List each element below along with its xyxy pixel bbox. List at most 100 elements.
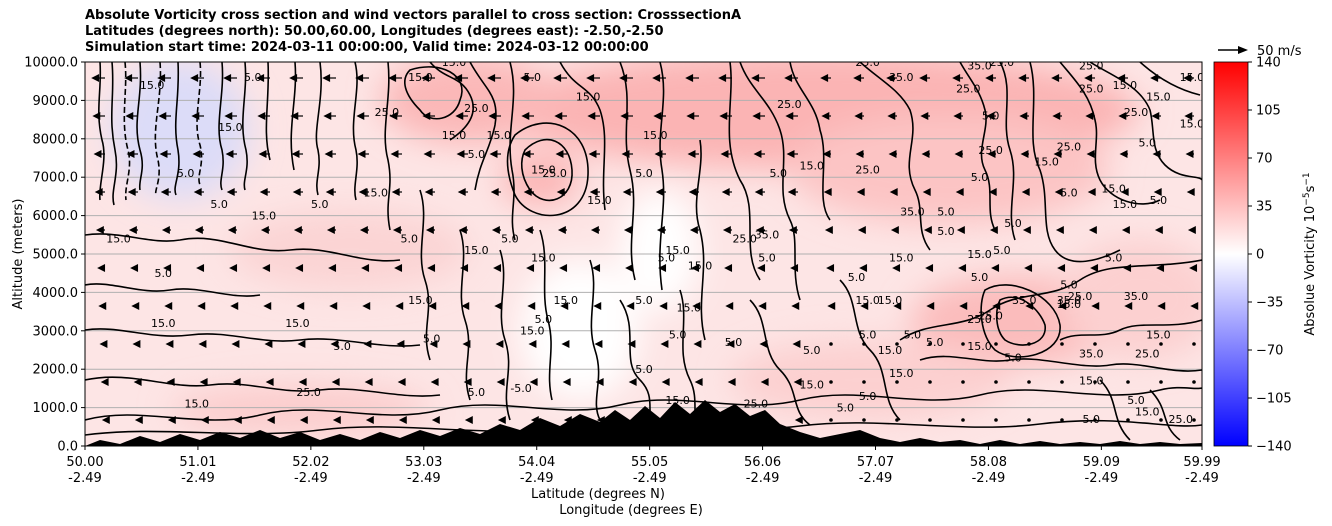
contour-lines [85,62,1202,441]
wind-vector [1159,418,1163,422]
contour-label: 5.0 [1138,136,1156,149]
contour-label: 5.0 [401,232,419,245]
wind-vector-head [98,302,107,310]
contour-label: 5.0 [635,363,653,376]
wind-vector-head [197,302,206,310]
colorbar-tick-label: 70 [1256,152,1273,167]
wind-vector-head [726,340,735,348]
x-tick-label: 54.04 [518,455,555,470]
contour-label: 15.0 [408,71,433,84]
y-tick-label: 5000.0 [33,248,79,263]
wind-vector-head [1186,188,1195,196]
contour-label: 5.0 [904,328,922,341]
wind-vector-head [1055,226,1064,234]
contour-label: 35.0 [967,60,992,73]
x-tick-label: 55.05 [631,455,668,470]
wind-vector-head [1022,226,1031,234]
x-tick-label-lon: -2.49 [859,471,893,486]
contour-label: 5.0 [1004,217,1022,230]
wind-vector [1060,418,1064,422]
contour-label: 25.0 [967,313,992,326]
wind-vector [862,342,866,346]
x-axis-ticks: 50.00-2.4951.01-2.4952.02-2.4953.03-2.49… [66,446,1221,486]
wind-vector-head [396,340,405,348]
contour-label: 25.0 [1079,60,1104,73]
contour-label: 25.0 [1124,106,1149,119]
contour-label: 25.0 [1169,413,1194,426]
wind-vector [994,380,998,384]
x-tick-label-lon: -2.49 [746,471,780,486]
contour-label: 15.0 [252,209,277,222]
wind-vector [994,418,998,422]
contour-label: 35.0 [1012,294,1037,307]
contour-label: 15.0 [1101,183,1126,196]
x-axis-label-2: Longitude (degrees E) [559,503,703,518]
contour-label: 5.0 [1105,252,1123,265]
wind-vector-head [627,340,636,348]
contour-label: 15.0 [878,344,903,357]
contour-label: 5.0 [155,267,173,280]
x-tick-label: 56.06 [744,455,781,470]
x-tick-label-lon: -2.49 [1085,471,1119,486]
contour-label: 15.0 [531,163,556,176]
wind-vector-head [593,302,602,310]
wind-vector-head [1021,188,1030,196]
x-tick-label-lon: -2.49 [520,471,554,486]
y-tick-label: 8000.0 [33,132,79,147]
contour-labels: 15.05.015.05.015.015.05.05.015.015.025.0… [106,56,1205,426]
contour-label: 15.0 [1180,117,1205,130]
contour-label: 25.0 [1068,290,1093,303]
contour-label: 5.0 [1004,352,1022,365]
contour-label: 15.0 [520,325,545,338]
contour-label: 5.0 [1083,413,1101,426]
colorbar-gradient [1213,61,1249,447]
contour-label: 15.0 [1180,71,1205,84]
wind-vector-head [561,340,570,348]
contour-label: 15.0 [442,56,467,69]
contour-label: 25.0 [542,167,567,180]
contour-label: 15.0 [531,252,556,265]
contour-label: 5.0 [523,71,541,84]
wind-vector-head [859,264,868,272]
contour-label: 5.0 [635,167,653,180]
wind-vector-head [792,340,801,348]
colorbar-tick-label: 0 [1256,248,1264,263]
wind-vector-head [1090,264,1099,272]
colorbar-ticks: 140 105 70 35 0 −35 −70 −105 −140 [1248,56,1292,455]
wind-vector-head [988,188,997,196]
wind-vector-head [165,340,174,348]
contour-label: 5.0 [669,328,687,341]
wind-vector-head [826,264,835,272]
x-tick-label-lon: -2.49 [181,471,215,486]
contour-label: 5.0 [937,206,955,219]
contour-label: 5.0 [1060,186,1078,199]
contour-label: 5.0 [210,198,228,211]
wind-vector [961,418,965,422]
wind-vector [1027,342,1031,346]
wind-vector-head [363,340,372,348]
contour-label: 5.0 [803,344,821,357]
wind-vector-head [594,340,603,348]
contour-label: 5.0 [177,167,195,180]
y-tick-label: 3000.0 [33,324,79,339]
y-tick-label: 0.0 [57,440,78,455]
contour-label: 15.0 [665,244,690,257]
wind-vector-head [330,340,339,348]
wind-vector [1192,342,1196,346]
wind-vector [961,342,965,346]
wind-vector-head [958,264,967,272]
wind-vector-head [428,302,437,310]
wind-vector [1060,342,1064,346]
wind-vector-head [1057,264,1066,272]
contour-label: 15.0 [185,398,210,411]
wind-vector-head [99,340,108,348]
wind-vector-head [462,340,471,348]
contour-label: 15.0 [576,90,601,103]
wind-vector [994,342,998,346]
wind-vector [928,380,932,384]
wind-vector-head [759,340,768,348]
contour-label: 15.0 [878,294,903,307]
contour-label: 35.0 [1057,294,1082,307]
wind-vector-head [857,226,866,234]
colorbar-tick-label: −140 [1256,440,1292,455]
